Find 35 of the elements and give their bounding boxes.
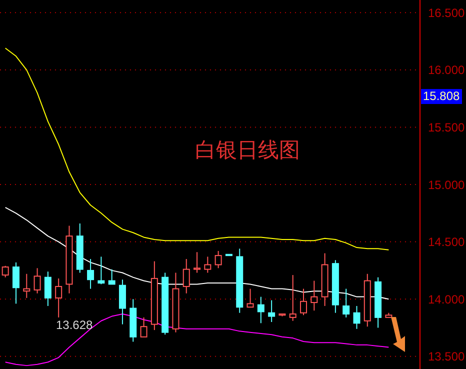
- candlestick: [98, 256, 105, 285]
- candlestick: [108, 268, 116, 285]
- candlestick: [140, 316, 148, 338]
- y-tick-label: 15.500: [428, 120, 466, 134]
- candlestick: [310, 280, 318, 312]
- candlestick: [204, 256, 212, 274]
- candlestick: [44, 271, 52, 306]
- candlestick: [55, 278, 62, 318]
- candlestick: [118, 279, 126, 325]
- candlestick: [23, 273, 30, 298]
- candlestick: [257, 296, 264, 324]
- annotation: 13.628: [56, 318, 93, 332]
- y-tick-label: 15.000: [428, 178, 466, 192]
- y-tick-label: 14.000: [428, 292, 466, 306]
- candlestick: [34, 268, 41, 294]
- y-tick-label: 13.500: [428, 350, 466, 364]
- candlestick: [246, 288, 254, 308]
- candlestick: [300, 288, 308, 316]
- candlestick: [214, 250, 222, 269]
- text: 15.808: [421, 89, 462, 104]
- candlestick: [353, 305, 360, 330]
- candlestick: [12, 262, 20, 304]
- y-tick-label: 14.500: [428, 235, 466, 250]
- candlestick: [194, 252, 201, 274]
- text: 白银日线图: [195, 138, 300, 164]
- line-series: [4, 313, 390, 366]
- candlestick: [289, 274, 296, 322]
- line-series: [4, 206, 390, 300]
- line-series: [4, 48, 390, 250]
- y-tick-label: 16.000: [428, 63, 466, 78]
- candlestick: [182, 258, 190, 294]
- candlestick: [342, 288, 350, 318]
- y-tick-label: 16.500: [428, 6, 466, 20]
- candlestick: [87, 258, 94, 290]
- candlestick: [268, 300, 276, 323]
